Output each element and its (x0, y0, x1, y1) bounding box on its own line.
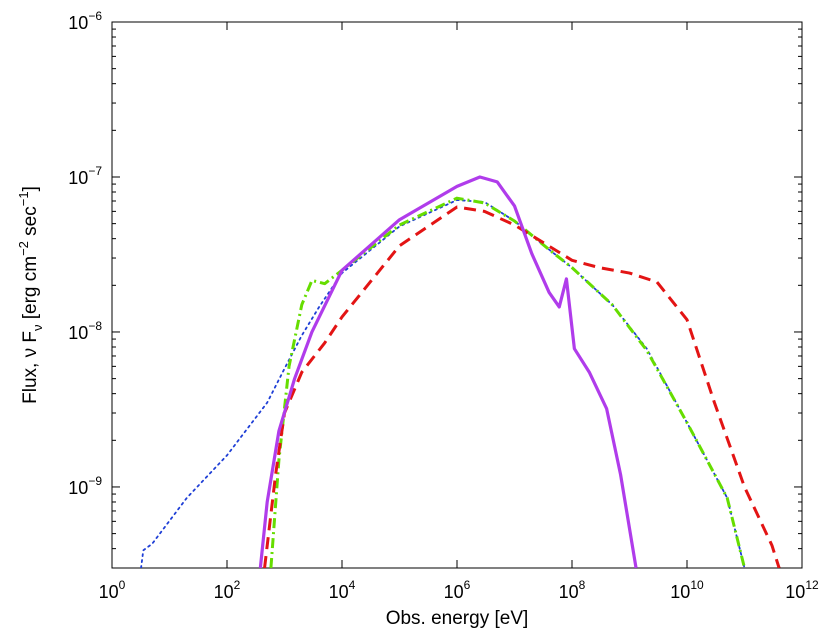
series-dashed-line (263, 205, 781, 568)
x-tick-label-3: 106 (444, 578, 471, 602)
x-tick-label-0: 100 (99, 578, 126, 602)
x-tick-label-2: 104 (329, 578, 356, 602)
y-tick-label-3: 10−6 (68, 9, 102, 33)
x-tick-label-6: 1012 (785, 578, 819, 602)
x-axis-title: Obs. energy [eV] (386, 608, 529, 629)
y-axis-title: Flux, ν Fν [erg cm−2 sec−1] (16, 186, 45, 404)
x-tick-label-4: 108 (559, 578, 586, 602)
series-solid-line (258, 175, 638, 568)
y-tick-label-1: 10−8 (68, 319, 102, 343)
series-dash-dot-line (269, 196, 746, 568)
x-tick-label-1: 102 (214, 578, 241, 602)
tick-marks (111, 21, 803, 569)
tick-labels: 100 102 104 106 108 1010 1012 10−9 10−8 10−7 10−6 (68, 9, 819, 602)
y-tick-label-2: 10−7 (68, 164, 102, 188)
plot-frame (111, 21, 803, 569)
x-tick-label-5: 1010 (670, 578, 704, 602)
series-group (140, 175, 781, 568)
series-dotted-line (140, 199, 746, 568)
y-tick-label-0: 10−9 (68, 474, 102, 498)
